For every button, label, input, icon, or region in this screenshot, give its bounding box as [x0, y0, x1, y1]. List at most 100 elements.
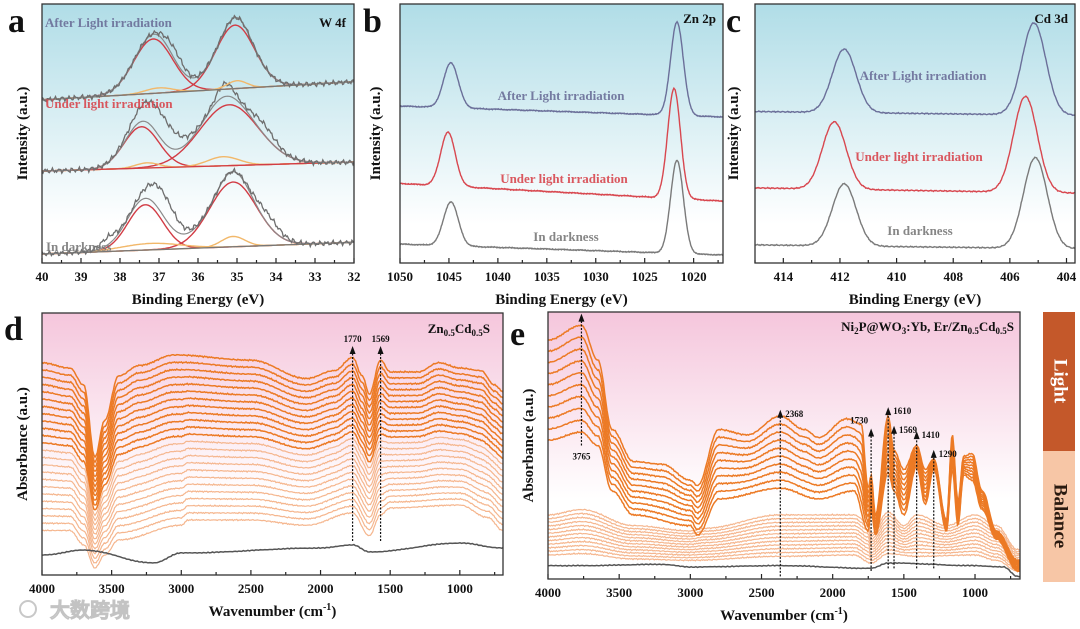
balance-spectrum-line — [42, 473, 503, 545]
spectrum-line — [755, 156, 1075, 250]
title-text: :Yb, Er/Zn — [906, 319, 968, 334]
series-label: In darkness — [533, 229, 598, 244]
x-tick-label: 1040 — [485, 269, 511, 284]
title-subscript: 0.5 — [968, 326, 980, 336]
x-tick-label: 35 — [231, 269, 245, 284]
balance-spectrum-line — [42, 479, 503, 550]
annotation-label: 2368 — [785, 409, 804, 419]
annotation-arrowhead — [913, 431, 920, 440]
x-tick-label: 3500 — [99, 581, 125, 596]
annotation-arrowhead — [777, 409, 784, 418]
light-spectrum-line — [42, 410, 503, 497]
x-tick-label: 2000 — [820, 585, 846, 600]
series-label: After Light irradiation — [860, 68, 988, 83]
spectrum-line — [400, 20, 723, 119]
spectrum-line — [755, 21, 1075, 117]
balance-spectrum-line — [548, 528, 1020, 561]
x-tick-label: 406 — [1000, 269, 1020, 284]
balance-spectrum-line — [42, 448, 503, 526]
x-tick-label: 1500 — [891, 585, 917, 600]
x-tick-label: 408 — [943, 269, 963, 284]
annotation-arrowhead — [885, 407, 892, 416]
balance-spectrum-line — [548, 512, 1020, 553]
annotation-label: 1730 — [850, 415, 869, 425]
panel-title: Ni2P@WO3:Yb, Er/Zn0.5Cd0.5S — [841, 319, 1014, 336]
balance-spectrum-line — [548, 544, 1020, 569]
y-axis-label: Intensity (a.u.) — [726, 87, 742, 181]
annotation-label: 1569 — [899, 425, 918, 435]
annotation-arrowhead — [349, 346, 356, 355]
title-text: Cd — [979, 319, 996, 334]
annotation-arrowhead — [868, 428, 875, 437]
x-tick-label: 32 — [348, 269, 361, 284]
plot-frame-c — [754, 3, 1076, 264]
balance-spectrum-line — [42, 442, 503, 522]
balance-spectrum-line — [42, 497, 503, 564]
raw-spectrum — [42, 167, 354, 258]
x-axis-label: Wavenumber (cm-1) — [720, 606, 848, 624]
title-text: Zn — [428, 321, 445, 336]
light-spectrum-line — [42, 360, 503, 464]
panel-label-c: c — [726, 3, 741, 40]
balance-spectrum-line — [42, 460, 503, 535]
title-text: P@WO — [859, 319, 902, 334]
x-tick-label: 1035 — [534, 269, 561, 284]
series-label: In darkness — [887, 223, 952, 238]
panel-label-e: e — [510, 316, 525, 353]
balance-spectrum-line — [548, 536, 1020, 565]
x-tick-label: 3000 — [168, 581, 194, 596]
x-tick-label: 3000 — [677, 585, 703, 600]
series-label: Under light irradiation — [500, 171, 628, 186]
plot-frame-b — [399, 3, 724, 264]
x-tick-label: 39 — [75, 269, 89, 284]
x-tick-label: 1045 — [436, 269, 463, 284]
series-label: After Light irradiation — [498, 88, 626, 103]
title-subscript: 0.5 — [472, 328, 484, 338]
series-label: Under light irradiation — [45, 96, 173, 111]
light-spectrum-line — [42, 368, 503, 468]
spectrum-line — [400, 86, 723, 203]
balance-phase-label: Balance — [1050, 484, 1071, 548]
x-tick-label: 2500 — [238, 581, 264, 596]
balance-spectrum-line — [548, 548, 1020, 570]
balance-spectrum-line — [42, 467, 503, 540]
light-spectrum-line — [42, 396, 503, 488]
annotation-label: 1770 — [344, 334, 363, 344]
title-text: S — [1007, 319, 1014, 334]
light-spectrum-line — [42, 382, 503, 478]
panel-title: Zn 2p — [683, 11, 716, 26]
x-tick-label: 1020 — [681, 269, 707, 284]
x-tick-label: 412 — [830, 269, 850, 284]
x-tick-label: 404 — [1057, 269, 1077, 284]
balance-spectrum-line — [548, 540, 1020, 567]
x-tick-label: 4000 — [535, 585, 561, 600]
spectrum-line — [400, 159, 723, 257]
x-tick-label: 410 — [887, 269, 907, 284]
raw-spectrum — [42, 80, 354, 175]
y-axis-label: Intensity (a.u.) — [368, 87, 384, 181]
x-tick-label: 36 — [192, 269, 206, 284]
balance-spectrum-line — [548, 508, 1020, 551]
plot-background-b — [400, 4, 723, 263]
reference-spectrum-line — [548, 561, 1020, 578]
plot-area-e — [548, 324, 1020, 578]
annotation-arrowhead — [930, 449, 937, 458]
x-axis-label-end: ) — [843, 608, 848, 624]
x-tick-label: 34 — [270, 269, 284, 284]
plot-background-c — [755, 4, 1075, 263]
x-tick-label: 1050 — [387, 269, 413, 284]
x-tick-label: 37 — [153, 269, 167, 284]
annotation-label: 1290 — [939, 449, 958, 459]
x-tick-label: 4000 — [29, 581, 55, 596]
panel-title: Cd 3d — [1034, 11, 1068, 26]
x-tick-label: 1500 — [377, 581, 403, 596]
watermark: 大数跨境 — [50, 598, 130, 622]
plot-area-a — [42, 14, 354, 258]
annotation-arrowhead — [578, 313, 585, 322]
y-axis-label: Absorbance (a.u.) — [521, 389, 537, 503]
balance-phase-bar — [1043, 451, 1075, 582]
x-tick-label: 414 — [774, 269, 794, 284]
plot-frame-a — [41, 3, 355, 264]
x-axis-label-text: Wavenumber (cm — [720, 608, 835, 624]
